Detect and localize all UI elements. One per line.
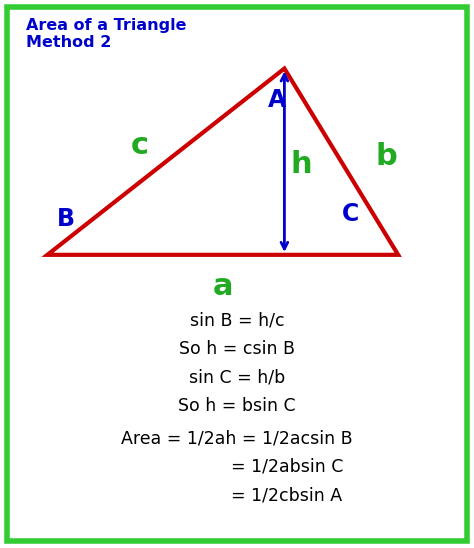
Text: A: A — [268, 88, 286, 112]
Text: b: b — [375, 142, 397, 170]
Text: c: c — [131, 131, 149, 159]
Text: sin B = h/c: sin B = h/c — [190, 312, 284, 329]
Text: = 1/2cbsin A: = 1/2cbsin A — [231, 487, 342, 504]
Text: Area = 1/2ah = 1/2acsin B: Area = 1/2ah = 1/2acsin B — [121, 430, 353, 447]
Text: sin C = h/b: sin C = h/b — [189, 369, 285, 386]
Text: C: C — [342, 202, 359, 226]
Text: h: h — [290, 150, 312, 179]
Text: So h = bsin C: So h = bsin C — [178, 397, 296, 415]
Text: So h = csin B: So h = csin B — [179, 340, 295, 358]
Text: B: B — [57, 207, 75, 231]
FancyBboxPatch shape — [7, 7, 467, 541]
Text: = 1/2absin C: = 1/2absin C — [230, 458, 343, 476]
Text: Area of a Triangle
Method 2: Area of a Triangle Method 2 — [26, 18, 187, 50]
Text: a: a — [212, 272, 233, 300]
